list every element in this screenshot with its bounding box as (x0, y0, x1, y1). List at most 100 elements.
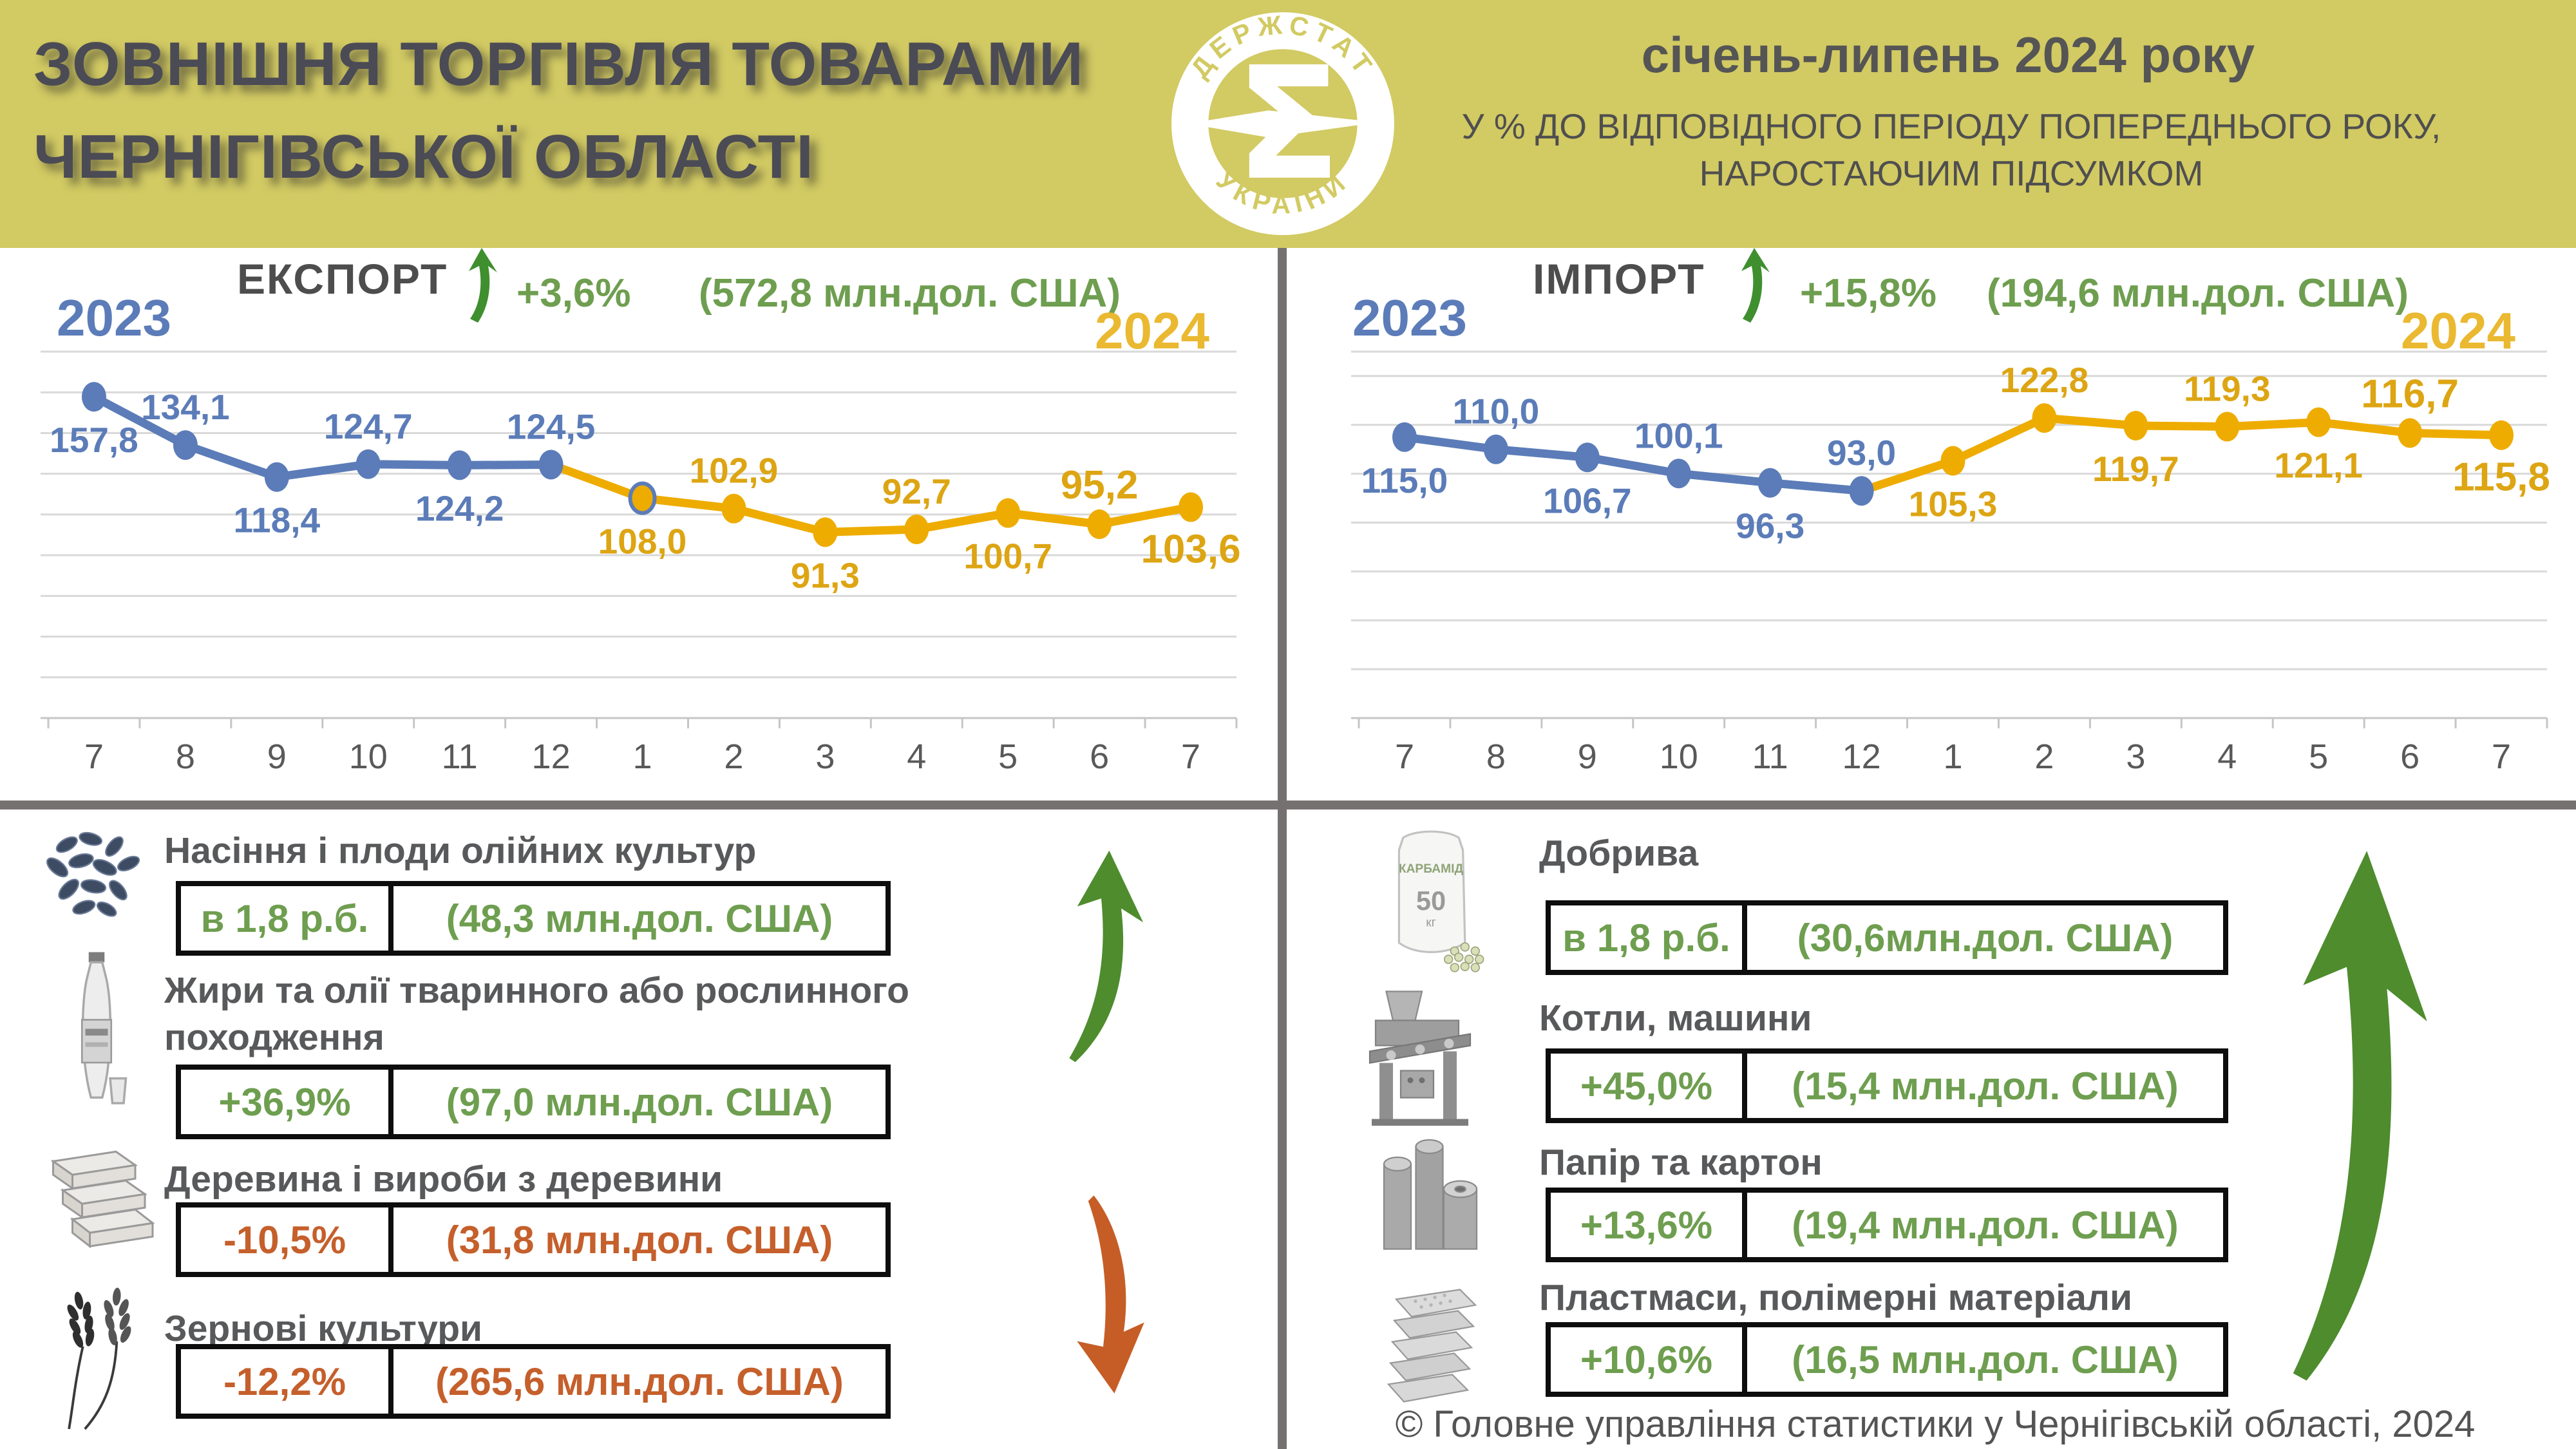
copyright: © Головне управління статистики у Черніг… (1395, 1403, 2476, 1445)
export-chart: 7 8 9 10 11 12 1 2 3 4 5 6 7157,8134,1118,4124,7124,… (41, 350, 1241, 776)
growth-arrow-icon (1741, 248, 1770, 323)
svg-text:157,8: 157,8 (50, 420, 138, 460)
export-year-2024: 2024 (1095, 302, 1209, 359)
svg-text:1: 1 (632, 737, 652, 776)
svg-text:118,4: 118,4 (234, 500, 321, 540)
paper-rolls-icon (1383, 1139, 1478, 1250)
svg-text:12: 12 (1842, 737, 1881, 776)
svg-text:106,7: 106,7 (1543, 480, 1632, 520)
horizontal-divider (0, 800, 2576, 810)
svg-text:93,0: 93,0 (1827, 433, 1896, 473)
svg-text:3: 3 (815, 737, 835, 776)
svg-text:7: 7 (84, 737, 104, 776)
goods-change: +45,0% (1551, 1054, 1747, 1118)
goods-value-box: +13,6% (19,4 млн.дол. США) (1546, 1188, 2228, 1262)
svg-text:2: 2 (724, 737, 743, 776)
svg-text:124,7: 124,7 (324, 406, 413, 446)
svg-text:92,7: 92,7 (882, 471, 951, 511)
period-title: січень-липень 2024 року (1641, 26, 2255, 83)
svg-text:6: 6 (1090, 737, 1109, 776)
fertilizer-bag-icon: КАРБАМІД 50 кг (1397, 830, 1484, 972)
svg-text:100,7: 100,7 (963, 536, 1052, 576)
down-trend-arrow-icon (1077, 1195, 1144, 1394)
svg-text:2: 2 (2034, 737, 2054, 776)
svg-text:8: 8 (1486, 737, 1506, 776)
svg-text:7: 7 (1395, 737, 1414, 776)
svg-text:116,7: 116,7 (2361, 372, 2459, 416)
svg-text:121,1: 121,1 (2274, 446, 2363, 486)
export-title: ЕКСПОРТ (237, 255, 448, 303)
growth-arrow-icon (469, 248, 497, 323)
svg-text:100,1: 100,1 (1634, 415, 1723, 455)
svg-text:102,9: 102,9 (690, 451, 779, 491)
export-total: (572,8 млн.дол. США) (699, 271, 1121, 316)
svg-text:КАРБАМІД: КАРБАМІД (1399, 862, 1464, 876)
goods-change: в 1,8 р.б. (181, 886, 393, 951)
goods-amount: (48,3 млн.дол. США) (446, 896, 833, 940)
goods-change: -12,2% (181, 1349, 393, 1414)
svg-text:119,3: 119,3 (2184, 368, 2271, 408)
svg-text:134,1: 134,1 (141, 387, 230, 427)
svg-text:110,0: 110,0 (1453, 392, 1540, 431)
svg-text:103,6: 103,6 (1141, 527, 1240, 572)
goods-amount: (97,0 млн.дол. США) (446, 1080, 833, 1124)
svg-text:11: 11 (442, 737, 478, 776)
svg-text:91,3: 91,3 (791, 555, 860, 595)
vertical-divider (1278, 248, 1287, 1449)
svg-text:10: 10 (349, 737, 388, 776)
goods-change: в 1,8 р.б. (1551, 905, 1747, 970)
import-year-2024: 2024 (2401, 302, 2515, 359)
goods-title: Жири та олії тваринного або рослинного (164, 970, 909, 1011)
goods-value-box: в 1,8 р.б. (48,3 млн.дол. США) (176, 881, 891, 956)
import-title: ІМПОРТ (1533, 255, 1705, 303)
svg-text:50: 50 (1416, 886, 1446, 916)
svg-text:115,8: 115,8 (2452, 455, 2550, 500)
import-change: +15,8% (1800, 271, 1937, 316)
svg-text:108,0: 108,0 (598, 522, 687, 562)
goods-amount: (30,6млн.дол. США) (1797, 916, 2174, 960)
goods-value-box: -10,5% (31,8 млн.дол. США) (176, 1202, 891, 1277)
svg-text:12: 12 (532, 737, 571, 776)
up-trend-arrow-icon (1069, 850, 1144, 1063)
oil-bottle-icon (80, 952, 128, 1104)
goods-title-line2: походження (164, 1017, 384, 1058)
sunflower-seeds-icon (46, 831, 140, 917)
svg-text:4: 4 (907, 737, 926, 776)
derzhstat-logo-icon: ДЕРЖСТАТ УКРАЇНИ Σ (1171, 9, 1394, 235)
goods-amount: (16,5 млн.дол. США) (1792, 1338, 2179, 1381)
page-title-line2: ЧЕРНІГІВСЬКОЇ ОБЛАСТІ (33, 122, 814, 191)
page-title: ЗОВНІШНЯ ТОРГІВЛЯ ТОВАРАМИ ЧЕРНІГІВСЬКОЇ… (33, 18, 1167, 204)
svg-text:95,2: 95,2 (1061, 463, 1139, 507)
svg-text:115,0: 115,0 (1361, 460, 1448, 500)
goods-value-box: +36,9% (97,0 млн.дол. США) (176, 1065, 891, 1139)
goods-value-box: -12,2% (265,6 млн.дол. США) (176, 1344, 891, 1419)
goods-amount: (15,4 млн.дол. США) (1792, 1064, 2179, 1108)
svg-text:5: 5 (2309, 737, 2328, 776)
goods-amount: (19,4 млн.дол. США) (1792, 1203, 2179, 1247)
plastic-sheets-icon (1387, 1289, 1477, 1403)
import-total: (194,6 млн.дол. США) (1987, 271, 2409, 316)
svg-text:122,8: 122,8 (2000, 360, 2089, 400)
svg-text:4: 4 (2217, 737, 2237, 776)
svg-text:кг: кг (1426, 916, 1435, 929)
svg-text:9: 9 (1578, 737, 1597, 776)
goods-change: +36,9% (181, 1070, 393, 1134)
svg-text:6: 6 (2400, 737, 2420, 776)
page-title-line1: ЗОВНІШНЯ ТОРГІВЛЯ ТОВАРАМИ (33, 30, 1084, 99)
goods-title: Насіння і плоди олійних культур (164, 830, 757, 871)
goods-change: +10,6% (1551, 1327, 1747, 1392)
period-subtitle: У % ДО ВІДПОВІДНОГО ПЕРІОДУ ПОПЕРЕДНЬОГО… (1404, 103, 2499, 196)
svg-text:124,2: 124,2 (415, 488, 504, 528)
boiler-machine-icon (1368, 990, 1472, 1126)
svg-text:7: 7 (1181, 737, 1200, 776)
period-subtitle-line2: НАРОСТАЮЧИМ ПІДСУМКОМ (1699, 153, 2204, 193)
wheat-icon (67, 1287, 131, 1430)
goods-title: Пластмаси, полімерні матеріали (1539, 1277, 2133, 1318)
import-year-2023: 2023 (1352, 289, 1467, 346)
import-plot: 7 8 9 10 11 12 1 2 3 4 5 6 7115,0110,0106,7100,196,3… (1351, 350, 2550, 776)
export-year-2023: 2023 (57, 289, 171, 346)
svg-text:10: 10 (1660, 737, 1698, 776)
svg-text:5: 5 (998, 737, 1018, 776)
svg-text:7: 7 (2492, 737, 2511, 776)
export-plot: 7 8 9 10 11 12 1 2 3 4 5 6 7157,8134,1118,4124,7124,… (41, 350, 1241, 776)
